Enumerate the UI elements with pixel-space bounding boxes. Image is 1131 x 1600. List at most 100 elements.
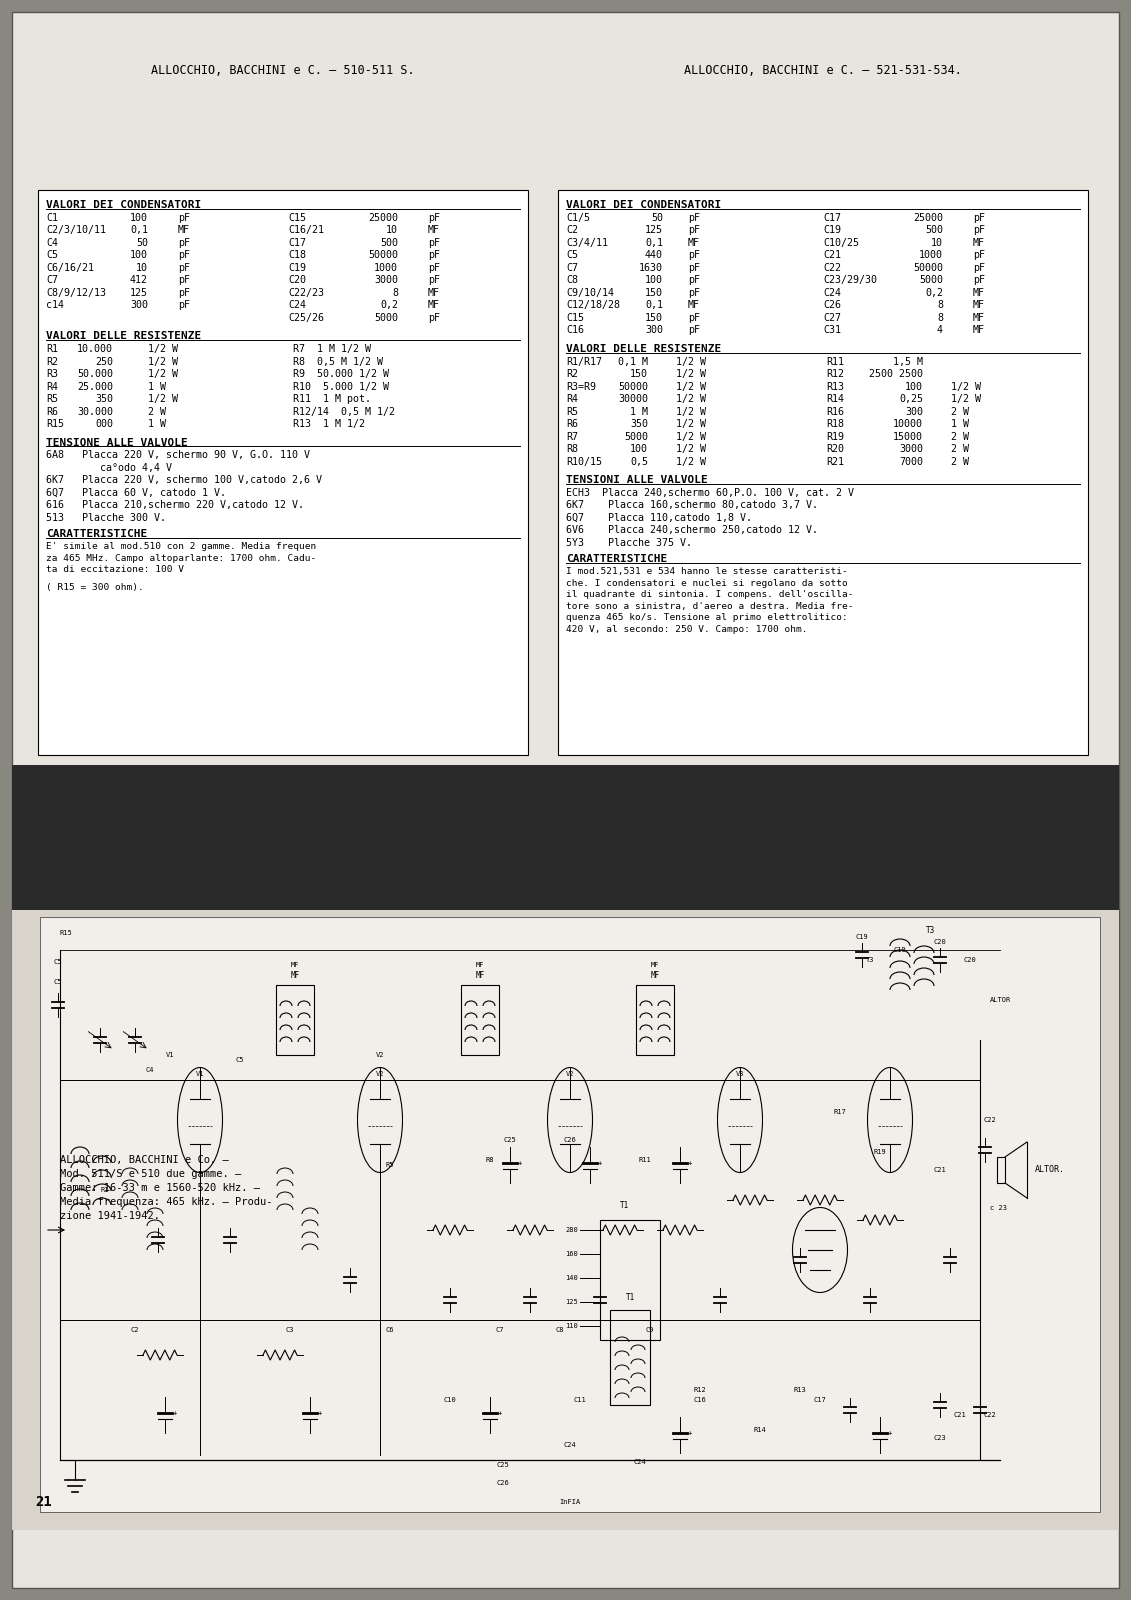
Text: c14: c14: [46, 301, 64, 310]
Text: CARATTERISTICHE: CARATTERISTICHE: [566, 554, 667, 565]
Text: VALORI DELLE RESISTENZE: VALORI DELLE RESISTENZE: [46, 331, 201, 341]
Text: pF: pF: [973, 262, 985, 272]
Text: pF: pF: [688, 288, 700, 298]
Text: MF: MF: [428, 301, 440, 310]
Text: R20: R20: [826, 445, 844, 454]
Text: C16: C16: [566, 325, 584, 336]
Text: 6A8   Placca 220 V, schermo 90 V, G.O. 110 V: 6A8 Placca 220 V, schermo 90 V, G.O. 110…: [46, 450, 310, 461]
Text: TENSIONI ALLE VALVOLE: TENSIONI ALLE VALVOLE: [566, 475, 708, 485]
Text: 300: 300: [130, 301, 148, 310]
Text: 1/2 W: 1/2 W: [676, 357, 706, 366]
Text: 1630: 1630: [639, 262, 663, 272]
Bar: [601, 1219, 661, 1341]
Text: 300: 300: [645, 325, 663, 336]
Text: 1/2 W: 1/2 W: [148, 394, 178, 405]
Text: 280: 280: [566, 1227, 578, 1234]
Text: C8/9/12/13: C8/9/12/13: [46, 288, 106, 298]
Text: 2 W: 2 W: [951, 406, 969, 416]
Text: V1: V1: [196, 1070, 205, 1077]
Text: 10.000: 10.000: [77, 344, 113, 354]
Text: 1 W: 1 W: [951, 419, 969, 429]
Text: TENSIONE ALLE VALVOLE: TENSIONE ALLE VALVOLE: [46, 437, 188, 448]
Text: C2: C2: [566, 226, 578, 235]
Bar: [998, 1157, 1005, 1182]
Bar: [610, 1310, 650, 1405]
Text: C20: C20: [288, 275, 307, 285]
Text: R7  1 M 1/2 W: R7 1 M 1/2 W: [293, 344, 371, 354]
Text: pF: pF: [688, 226, 700, 235]
Text: MF: MF: [291, 971, 300, 979]
Text: pF: pF: [688, 250, 700, 261]
Text: pF: pF: [688, 262, 700, 272]
Text: T3: T3: [925, 926, 934, 934]
Text: 6V6    Placca 240,schermo 250,catodo 12 V.: 6V6 Placca 240,schermo 250,catodo 12 V.: [566, 525, 818, 536]
Text: R14: R14: [753, 1427, 767, 1434]
Text: 0,2: 0,2: [380, 301, 398, 310]
Text: 0,25: 0,25: [899, 394, 923, 405]
Text: 50000: 50000: [913, 262, 943, 272]
Text: C18: C18: [288, 250, 307, 261]
Text: C19: C19: [288, 262, 307, 272]
Text: Gamme: 16-33 m e 1560-520 kHz. —: Gamme: 16-33 m e 1560-520 kHz. —: [60, 1182, 260, 1194]
Text: C17: C17: [288, 238, 307, 248]
FancyBboxPatch shape: [12, 11, 1119, 1587]
Text: 5000: 5000: [624, 432, 648, 442]
Text: R5: R5: [566, 406, 578, 416]
Text: R16: R16: [826, 406, 844, 416]
Text: C22/23: C22/23: [288, 288, 323, 298]
Text: 50000: 50000: [618, 381, 648, 392]
Text: 6K7   Placca 220 V, schermo 100 V,catodo 2,6 V: 6K7 Placca 220 V, schermo 100 V,catodo 2…: [46, 475, 322, 485]
Text: 1/2 W: 1/2 W: [676, 456, 706, 467]
Text: pF: pF: [428, 275, 440, 285]
Text: C5: C5: [54, 979, 62, 986]
Text: C21: C21: [933, 1166, 947, 1173]
Text: 350: 350: [95, 394, 113, 405]
Text: 0,2: 0,2: [925, 288, 943, 298]
Text: 150: 150: [630, 370, 648, 379]
Text: C20: C20: [964, 957, 976, 963]
Text: R9  50.000 1/2 W: R9 50.000 1/2 W: [293, 370, 389, 379]
Text: VALORI DEI CONDENSATORI: VALORI DEI CONDENSATORI: [46, 200, 201, 210]
Text: C21: C21: [953, 1411, 966, 1418]
Text: R12: R12: [693, 1387, 707, 1394]
Text: 8: 8: [936, 314, 943, 323]
Text: R8: R8: [566, 445, 578, 454]
FancyBboxPatch shape: [558, 190, 1088, 755]
Text: T1: T1: [621, 1202, 630, 1210]
Text: 0,1 M: 0,1 M: [618, 357, 648, 366]
Text: C10: C10: [443, 1397, 457, 1403]
Text: C5: C5: [566, 250, 578, 261]
Text: MF: MF: [475, 971, 484, 979]
Text: V2: V2: [566, 1070, 575, 1077]
Text: 5000: 5000: [920, 275, 943, 285]
Text: 10: 10: [931, 238, 943, 248]
Text: 1 M: 1 M: [630, 406, 648, 416]
Text: R1: R1: [46, 344, 58, 354]
Text: 150: 150: [645, 288, 663, 298]
Text: 0,1: 0,1: [645, 238, 663, 248]
Text: 300: 300: [905, 406, 923, 416]
Text: R12/14  0,5 M 1/2: R12/14 0,5 M 1/2: [293, 406, 395, 416]
Text: C4: C4: [146, 1067, 154, 1074]
Text: pF: pF: [178, 238, 190, 248]
Text: V1: V1: [166, 1053, 174, 1058]
Text: pF: pF: [688, 314, 700, 323]
Text: +: +: [888, 1430, 892, 1437]
Text: R5: R5: [46, 394, 58, 405]
Text: +: +: [173, 1410, 178, 1416]
Text: 50.000: 50.000: [77, 370, 113, 379]
Text: 100: 100: [130, 250, 148, 261]
Text: C23/29/30: C23/29/30: [823, 275, 877, 285]
Text: C16: C16: [693, 1397, 707, 1403]
Text: C12/18/28: C12/18/28: [566, 301, 620, 310]
Text: 125: 125: [130, 288, 148, 298]
Text: 5000: 5000: [374, 314, 398, 323]
Text: R1/R17: R1/R17: [566, 357, 602, 366]
Text: R10  5.000 1/2 W: R10 5.000 1/2 W: [293, 381, 389, 392]
FancyBboxPatch shape: [40, 917, 1100, 1512]
Text: ( R15 = 300 ohm).: ( R15 = 300 ohm).: [46, 582, 144, 592]
Text: R13: R13: [826, 381, 844, 392]
Text: MF: MF: [973, 288, 985, 298]
Text: pF: pF: [688, 213, 700, 222]
Text: 10000: 10000: [893, 419, 923, 429]
